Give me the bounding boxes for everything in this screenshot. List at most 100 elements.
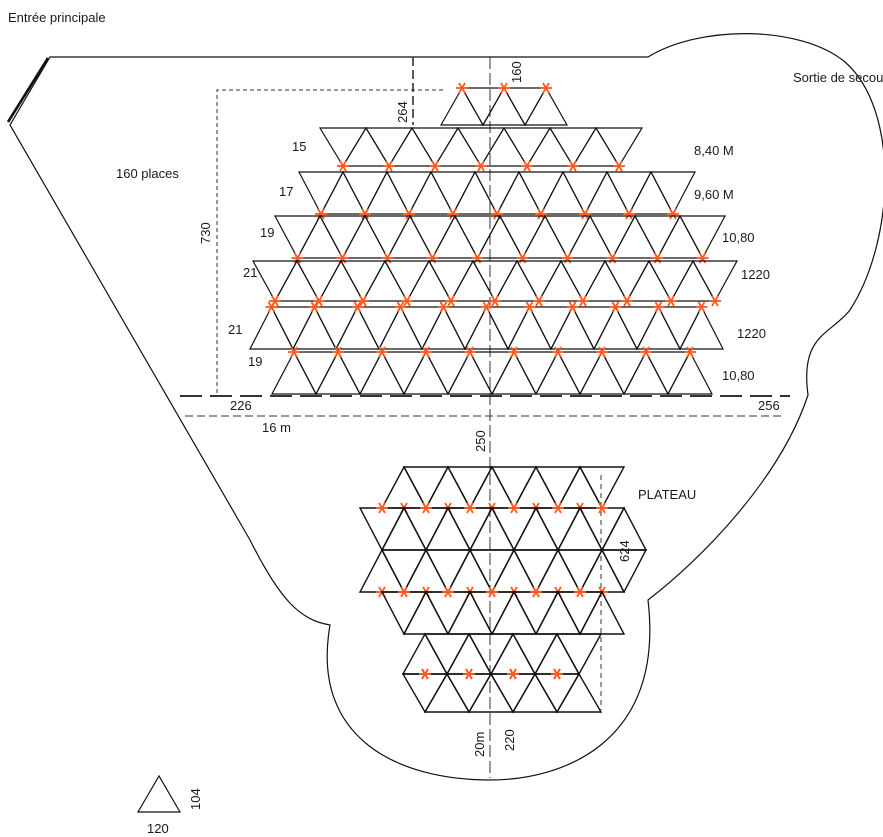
main-entrance-label: Entrée principale xyxy=(8,10,106,25)
joint-marker xyxy=(684,346,696,358)
module-triangle xyxy=(364,170,410,215)
module-triangle xyxy=(523,86,569,126)
module-triangle xyxy=(571,306,617,351)
module-triangle xyxy=(628,170,674,215)
dim-top-gap: 264 xyxy=(395,101,410,123)
joint-marker xyxy=(313,295,325,307)
dim-gap-stage: 250 xyxy=(473,430,488,452)
module-triangle xyxy=(490,590,538,635)
module-triangle xyxy=(603,260,651,303)
module-triangle xyxy=(566,214,614,259)
joint-marker xyxy=(398,586,410,598)
joint-marker xyxy=(567,160,579,172)
joint-marker xyxy=(447,208,459,220)
hall-outline xyxy=(9,33,883,781)
module-triangle xyxy=(401,632,449,675)
triangle-grid xyxy=(249,82,739,714)
module-triangle xyxy=(502,87,548,127)
joint-marker xyxy=(508,346,520,358)
module-triangle xyxy=(405,259,453,302)
entrance-wall-thick xyxy=(6,57,50,123)
module-triangle xyxy=(410,127,460,168)
module-triangle xyxy=(556,465,604,509)
module-triangle xyxy=(468,549,516,594)
module-triangle xyxy=(548,127,598,168)
module-triangle xyxy=(315,350,361,395)
dim-width-m: 16 m xyxy=(262,420,291,435)
joint-marker xyxy=(445,295,457,307)
module-triangle xyxy=(456,127,506,168)
joint-marker xyxy=(265,301,278,313)
joint-marker xyxy=(709,295,721,307)
joint-marker xyxy=(480,301,493,313)
joint-marker xyxy=(535,208,547,220)
module-triangle xyxy=(471,260,519,303)
module-triangle xyxy=(606,171,652,216)
module-triangle xyxy=(625,259,673,302)
module-triangle xyxy=(460,87,506,127)
module-triangle xyxy=(446,548,494,593)
module-triangle xyxy=(502,127,552,168)
module-triangle xyxy=(421,305,466,350)
module-triangle xyxy=(571,126,621,167)
joint-marker xyxy=(613,160,625,172)
emergency-exit-label: Sortie de secour xyxy=(793,70,883,85)
module-triangle xyxy=(402,590,450,635)
module-triangle xyxy=(449,259,497,302)
module-triangle xyxy=(320,170,366,215)
row-width-4: 1220 xyxy=(741,267,770,282)
joint-marker xyxy=(623,208,635,220)
module-triangle xyxy=(656,214,704,259)
joint-marker xyxy=(533,295,545,307)
joint-marker xyxy=(394,301,407,313)
module-triangle xyxy=(513,351,559,396)
module-triangle xyxy=(361,259,409,302)
joint-marker xyxy=(667,208,679,220)
joint-marker xyxy=(521,160,533,172)
dim-left-margin: 226 xyxy=(230,398,252,413)
module-triangle xyxy=(298,171,344,216)
module-triangle xyxy=(273,259,321,302)
module-triangle xyxy=(339,260,387,303)
joint-marker xyxy=(401,295,413,307)
module-triangle xyxy=(594,127,644,168)
row-width-1: 8,40 M xyxy=(694,143,734,158)
module-triangle xyxy=(402,466,450,510)
module-triangle xyxy=(380,549,428,594)
module-triangle xyxy=(489,632,537,675)
module-triangle xyxy=(534,507,582,552)
module-triangle xyxy=(691,260,739,303)
joint-marker xyxy=(523,301,536,313)
module-triangle xyxy=(249,305,294,350)
module-triangle xyxy=(363,215,412,260)
module-triangle xyxy=(425,351,471,396)
module-triangle xyxy=(467,672,515,713)
module-triangle xyxy=(490,466,538,510)
module-triangle xyxy=(521,214,569,259)
row-count-6: 19 xyxy=(248,354,262,369)
module-triangle xyxy=(383,260,431,303)
module-triangle xyxy=(358,548,406,593)
module-triangle xyxy=(645,351,691,396)
module-triangle xyxy=(669,259,717,302)
module-triangle xyxy=(623,350,669,395)
row-count-1: 15 xyxy=(292,139,306,154)
joint-marker xyxy=(464,346,476,358)
module-triangle xyxy=(489,673,537,714)
module-triangle xyxy=(581,259,629,302)
row-count-4: 21 xyxy=(243,265,257,280)
module-base-label: 120 xyxy=(147,821,169,836)
module-triangle xyxy=(498,215,547,260)
module-triangle xyxy=(468,506,516,551)
dim-stage-width: 220 xyxy=(502,729,517,751)
joint-marker xyxy=(540,82,552,94)
module-triangle xyxy=(317,259,365,302)
module-triangle xyxy=(359,350,405,395)
joint-marker xyxy=(383,160,395,172)
row-width-2: 9,60 M xyxy=(694,187,734,202)
module-triangle xyxy=(512,506,560,551)
module-triangle xyxy=(313,306,359,351)
module-triangle xyxy=(296,214,344,259)
plateau-label: PLATEAU xyxy=(638,487,696,502)
module-triangle xyxy=(650,171,696,216)
